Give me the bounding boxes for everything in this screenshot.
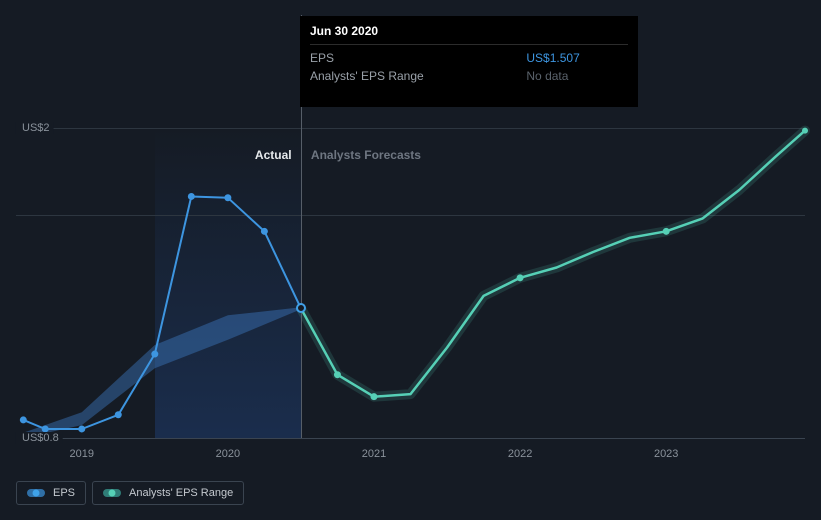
tooltip-table: EPS US$1.507 Analysts' EPS Range No data — [310, 49, 628, 85]
legend-item-eps[interactable]: EPS — [16, 481, 86, 505]
legend-item-range[interactable]: Analysts' EPS Range — [92, 481, 244, 505]
eps-chart[interactable]: US$2 US$0.8 Actual Analysts Forecasts — [16, 128, 805, 438]
hover-point-marker — [296, 303, 306, 313]
x-axis: 2019 2020 2021 2022 2023 — [16, 448, 805, 468]
legend-swatch-range — [103, 489, 121, 497]
legend: EPS Analysts' EPS Range — [16, 481, 244, 505]
x-axis-tick: 2021 — [362, 448, 386, 460]
tooltip-date: Jun 30 2020 — [310, 24, 628, 45]
y-axis-label-bottom: US$0.8 — [16, 432, 63, 444]
x-axis-tick: 2019 — [70, 448, 94, 460]
legend-swatch-eps — [27, 489, 45, 497]
y-axis-label-top: US$2 — [16, 122, 54, 134]
legend-label-eps: EPS — [53, 487, 75, 499]
x-axis-tick: 2023 — [654, 448, 678, 460]
tooltip-eps-label: EPS — [310, 49, 526, 67]
x-axis-tick: 2020 — [216, 448, 240, 460]
plot-svg — [16, 128, 805, 438]
legend-label-range: Analysts' EPS Range — [129, 487, 233, 499]
tooltip-range-label: Analysts' EPS Range — [310, 67, 526, 85]
tooltip-eps-value: US$1.507 — [526, 49, 628, 67]
gridline-bottom — [16, 438, 805, 439]
hover-tooltip: Jun 30 2020 EPS US$1.507 Analysts' EPS R… — [300, 16, 638, 107]
section-label-actual: Actual — [255, 148, 292, 162]
x-axis-tick: 2022 — [508, 448, 532, 460]
tooltip-range-value: No data — [526, 67, 628, 85]
section-label-forecast: Analysts Forecasts — [311, 148, 421, 162]
